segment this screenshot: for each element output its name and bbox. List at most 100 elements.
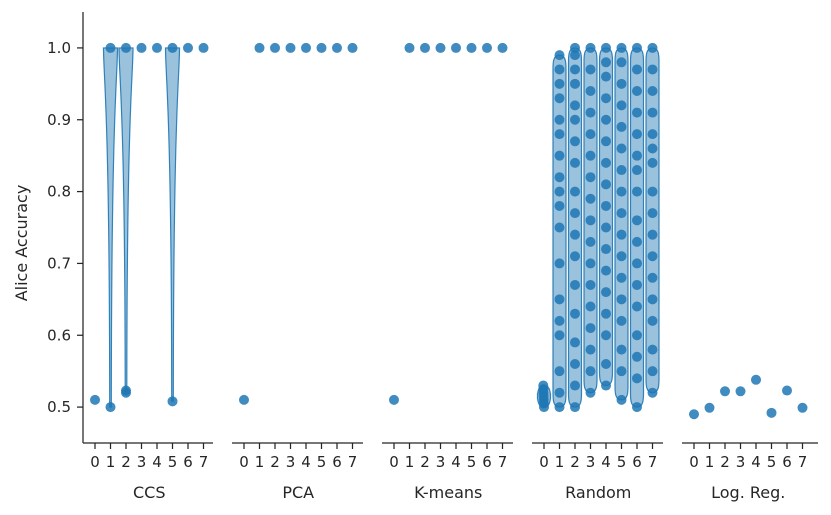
data-point bbox=[570, 380, 580, 391]
x-tick-label: 3 bbox=[436, 453, 446, 471]
data-point bbox=[497, 42, 508, 53]
data-point bbox=[601, 380, 611, 391]
x-tick-label: 2 bbox=[720, 453, 730, 471]
x-tick-label: 5 bbox=[767, 453, 777, 471]
panel-ccs: 0 1 2 3 4 5 6 7 CCS bbox=[83, 42, 213, 502]
data-point bbox=[616, 366, 627, 377]
data-point bbox=[585, 42, 596, 53]
data-point bbox=[570, 251, 580, 262]
data-point bbox=[389, 394, 399, 405]
data-point bbox=[647, 272, 658, 283]
data-point bbox=[616, 294, 627, 305]
data-point bbox=[570, 42, 580, 53]
data-point bbox=[554, 186, 565, 197]
data-point bbox=[720, 386, 730, 397]
data-point bbox=[632, 236, 642, 247]
x-tick-label: 7 bbox=[798, 453, 808, 471]
y-tick-label: 0.8 bbox=[47, 183, 71, 201]
data-point bbox=[616, 394, 627, 405]
data-point bbox=[554, 129, 565, 140]
y-tick-label: 0.7 bbox=[47, 254, 71, 272]
x-tick-label: 3 bbox=[586, 453, 596, 471]
data-point bbox=[285, 42, 296, 53]
data-point bbox=[782, 385, 792, 396]
data-point bbox=[570, 64, 580, 75]
data-point bbox=[482, 42, 492, 53]
data-point bbox=[585, 107, 596, 118]
data-point bbox=[570, 114, 580, 125]
data-point bbox=[570, 186, 580, 197]
data-point bbox=[570, 229, 580, 240]
data-point bbox=[435, 42, 446, 53]
data-point bbox=[632, 165, 642, 176]
data-point bbox=[451, 42, 461, 53]
data-point bbox=[616, 42, 627, 53]
data-point bbox=[601, 93, 611, 104]
x-tick-label: 4 bbox=[152, 453, 162, 471]
y-axis: 0.5 0.6 0.7 0.8 0.9 1.0 bbox=[47, 12, 84, 443]
panel-title: K-means bbox=[414, 483, 482, 502]
panel-log-reg: 0 1 2 3 4 5 6 7 Log. Reg. bbox=[682, 374, 818, 502]
x-tick-label: 3 bbox=[736, 453, 746, 471]
data-point bbox=[585, 193, 596, 204]
x-tick-label: 3 bbox=[286, 453, 296, 471]
violin-2 bbox=[118, 47, 134, 394]
data-point bbox=[632, 86, 642, 97]
data-point bbox=[632, 373, 642, 384]
data-point bbox=[689, 409, 699, 420]
data-point bbox=[647, 143, 658, 154]
violin-1 bbox=[102, 47, 119, 408]
x-tick-label: 2 bbox=[570, 453, 580, 471]
x-tick-label: 4 bbox=[301, 453, 311, 471]
data-point bbox=[105, 42, 116, 53]
data-point bbox=[632, 107, 642, 118]
panel-pca: 0 1 2 3 4 5 6 7 PCA bbox=[232, 42, 363, 502]
data-point bbox=[601, 222, 611, 233]
data-point bbox=[198, 42, 209, 53]
x-tick-label: 6 bbox=[482, 453, 492, 471]
x-tick-label: 4 bbox=[451, 453, 461, 471]
data-point bbox=[105, 402, 116, 413]
data-point bbox=[601, 157, 611, 168]
x-tick-label: 1 bbox=[255, 453, 265, 471]
x-tick-label: 2 bbox=[270, 453, 280, 471]
data-point bbox=[585, 129, 596, 140]
data-point bbox=[585, 236, 596, 247]
data-point bbox=[647, 229, 658, 240]
data-point bbox=[316, 42, 327, 53]
x-tick-label: 0 bbox=[389, 453, 399, 471]
data-point bbox=[704, 402, 715, 413]
data-point bbox=[90, 394, 100, 405]
x-tick-label: 7 bbox=[648, 453, 658, 471]
y-tick-label: 1.0 bbox=[47, 39, 71, 57]
data-point bbox=[585, 344, 596, 355]
data-point bbox=[601, 71, 611, 82]
x-tick-label: 2 bbox=[420, 453, 430, 471]
data-point bbox=[616, 165, 627, 176]
data-point bbox=[554, 64, 565, 75]
data-point bbox=[647, 186, 658, 197]
data-point bbox=[570, 358, 580, 369]
x-tick-label: 7 bbox=[498, 453, 508, 471]
x-tick-label: 3 bbox=[137, 453, 147, 471]
data-point bbox=[601, 265, 611, 276]
data-point bbox=[121, 385, 131, 396]
data-point bbox=[332, 42, 342, 53]
data-point bbox=[585, 172, 596, 183]
data-point bbox=[616, 229, 627, 240]
panel-random: 0 1 2 3 4 5 6 7 Random bbox=[532, 42, 663, 502]
data-point bbox=[647, 315, 658, 326]
data-point bbox=[254, 42, 265, 53]
data-point bbox=[570, 50, 580, 61]
data-point bbox=[647, 157, 658, 168]
data-point bbox=[751, 374, 761, 385]
data-point bbox=[601, 200, 611, 211]
data-point bbox=[554, 402, 565, 413]
data-point bbox=[632, 351, 642, 362]
panel-title: PCA bbox=[282, 483, 314, 502]
data-point bbox=[647, 64, 658, 75]
data-point bbox=[554, 315, 565, 326]
panel-title: Random bbox=[565, 483, 631, 502]
